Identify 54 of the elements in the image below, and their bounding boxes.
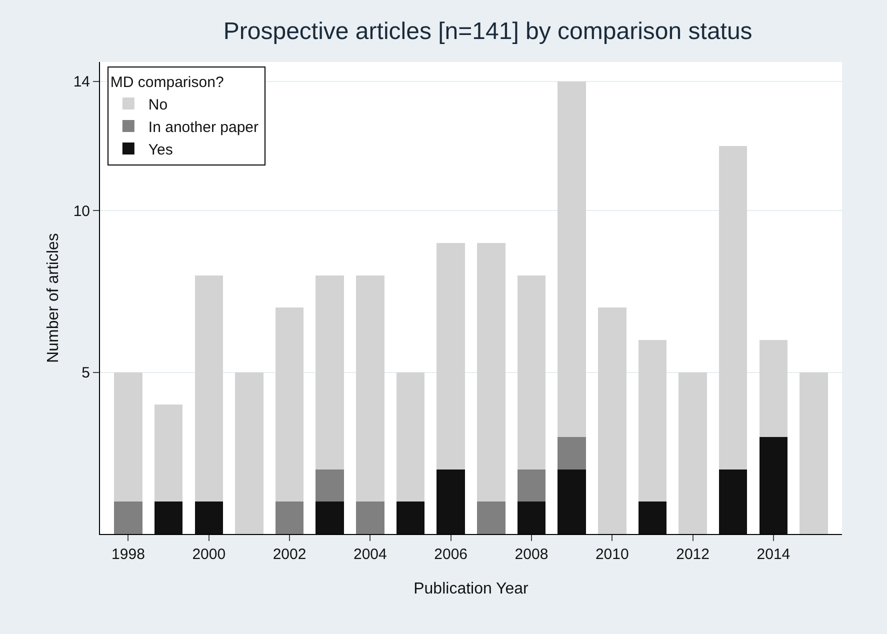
bar	[194, 275, 223, 502]
legend-label: Yes	[148, 141, 173, 158]
bar	[477, 502, 506, 534]
bar	[517, 502, 546, 534]
bar	[316, 275, 344, 470]
bar	[558, 437, 586, 470]
bar	[356, 275, 384, 502]
y-tick-label: 10	[73, 202, 90, 220]
bar	[275, 308, 304, 502]
legend-label: No	[148, 96, 168, 114]
bar	[114, 372, 142, 502]
bar	[396, 502, 425, 534]
bar	[558, 469, 586, 534]
x-tick-label: 2012	[676, 546, 710, 563]
legend-label: In another paper	[148, 118, 259, 136]
chart-title: Prospective articles [n=141] by comparison status	[223, 18, 752, 45]
x-tick-label: 2000	[192, 546, 226, 563]
bar	[800, 372, 828, 534]
bar	[558, 81, 586, 438]
bar	[356, 502, 384, 534]
bar	[436, 469, 465, 534]
bar	[719, 469, 748, 534]
bar	[154, 404, 183, 502]
bar	[719, 146, 748, 470]
x-tick-label: 2014	[756, 546, 790, 563]
bar	[638, 340, 667, 502]
bar	[678, 372, 707, 534]
y-tick-label: 5	[82, 364, 90, 382]
y-tick-label: 14	[73, 74, 90, 91]
bar	[517, 275, 546, 470]
x-axis-title: Publication Year	[414, 580, 530, 598]
bar	[316, 469, 344, 502]
x-tick-label: 2006	[434, 546, 468, 563]
bar	[477, 243, 506, 502]
bar	[275, 502, 304, 534]
bar	[316, 502, 344, 534]
bar	[759, 340, 788, 438]
bar	[517, 469, 546, 502]
bar	[194, 502, 223, 534]
bar	[396, 372, 425, 502]
bar	[759, 437, 788, 534]
x-tick-label: 1998	[112, 546, 145, 563]
bar	[235, 372, 264, 534]
x-tick-label: 2004	[353, 546, 387, 563]
bar	[598, 308, 626, 534]
x-tick-label: 2010	[595, 546, 629, 563]
bar	[638, 502, 667, 534]
bar	[114, 502, 142, 534]
y-axis-title: Number of articles	[45, 233, 62, 363]
bar	[154, 502, 183, 534]
bar	[436, 243, 465, 470]
x-tick-label: 2002	[272, 546, 306, 563]
legend-title: MD comparison?	[110, 74, 224, 92]
x-tick-label: 2008	[514, 546, 548, 563]
